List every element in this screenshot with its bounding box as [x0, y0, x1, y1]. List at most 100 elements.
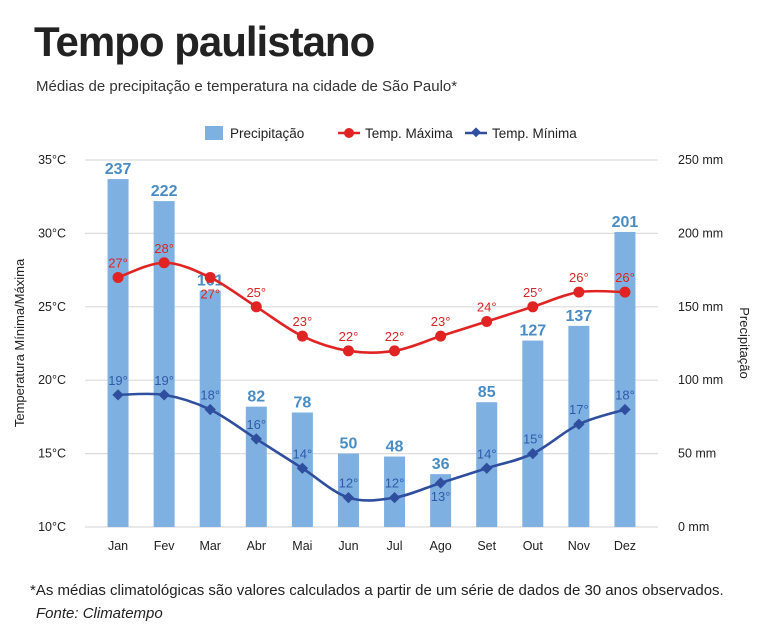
point-value-label: 17° — [569, 402, 589, 417]
bar-value-label: 137 — [566, 308, 593, 325]
marker-temp-minima — [342, 491, 355, 504]
point-value-label: 25° — [246, 285, 266, 300]
bar-precipitacao — [153, 201, 175, 527]
x-tick-label: Fev — [154, 539, 176, 553]
x-tick-label: Jan — [108, 539, 128, 553]
right-tick-label: 0 mm — [678, 520, 709, 534]
right-tick-label: 100 mm — [678, 373, 723, 387]
bar-precipitacao — [337, 453, 359, 527]
point-value-label: 24° — [477, 299, 497, 314]
bar-value-label: 36 — [432, 456, 450, 473]
marker-temp-maxima — [342, 345, 354, 357]
chart-title: Tempo paulistano — [34, 18, 375, 65]
point-value-label: 13° — [431, 489, 451, 504]
point-value-label: 12° — [339, 476, 359, 491]
x-tick-label: Mar — [199, 539, 221, 553]
point-value-label: 14° — [477, 446, 497, 461]
bar-precipitacao — [430, 474, 452, 527]
point-value-label: 27° — [108, 255, 128, 270]
point-value-label: 27° — [200, 286, 220, 301]
point-value-label: 26° — [569, 270, 589, 285]
right-axis-label: Precipitação — [737, 307, 752, 379]
left-tick-label: 30°C — [38, 226, 66, 240]
bar-value-label: 48 — [386, 439, 404, 456]
point-value-label: 28° — [154, 241, 174, 256]
x-tick-label: Jul — [387, 539, 403, 553]
x-tick-label: Out — [523, 539, 544, 553]
left-tick-label: 10°C — [38, 520, 66, 534]
point-value-label: 12° — [385, 476, 405, 491]
x-tick-label: Ago — [430, 539, 452, 553]
bar-value-label: 222 — [151, 183, 178, 200]
marker-temp-minima — [434, 477, 447, 489]
chart-subtitle: Médias de precipitação e temperatura na … — [36, 78, 458, 95]
marker-temp-minima — [481, 462, 493, 474]
marker-temp-maxima — [619, 286, 631, 298]
bar-precipitacao — [614, 231, 636, 527]
bar-precipitacao — [107, 179, 129, 528]
bar-value-label: 201 — [612, 214, 639, 231]
left-tick-label: 20°C — [38, 373, 66, 387]
left-axis-label: Temperatura Mínima/Máxima — [12, 258, 27, 427]
legend-label: Precipitação — [230, 126, 304, 141]
marker-temp-minima — [158, 389, 170, 401]
x-tick-label: Set — [477, 539, 496, 553]
point-value-label: 18° — [200, 388, 220, 403]
right-tick-label: 200 mm — [678, 226, 723, 240]
line-temp-minima — [118, 392, 626, 502]
right-tick-label: 50 mm — [678, 447, 716, 461]
marker-temp-maxima — [435, 330, 447, 342]
marker-temp-maxima — [250, 301, 262, 313]
left-tick-label: 25°C — [38, 300, 66, 314]
bar-value-label: 127 — [519, 323, 546, 340]
legend-swatch-precipitacao — [205, 126, 223, 140]
marker-temp-minima — [619, 403, 631, 416]
x-tick-label: Nov — [568, 539, 591, 553]
left-tick-label: 15°C — [38, 447, 66, 461]
marker-temp-maxima — [112, 271, 124, 283]
marker-temp-minima — [527, 447, 539, 460]
bar-value-label: 85 — [478, 384, 496, 401]
legend-label: Temp. Mínima — [492, 126, 577, 141]
point-value-label: 26° — [615, 270, 635, 285]
point-value-label: 18° — [615, 388, 635, 403]
marker-temp-maxima — [204, 271, 216, 283]
footnote: *As médias climatológicas são valores ca… — [30, 582, 724, 599]
point-value-label: 14° — [293, 446, 313, 461]
bar-value-label: 78 — [293, 394, 311, 411]
legend-marker-maxima — [344, 128, 354, 138]
bar-value-label: 82 — [247, 389, 265, 406]
marker-temp-maxima — [389, 345, 401, 357]
marker-temp-maxima — [573, 286, 585, 298]
line-temp-maxima — [117, 261, 625, 354]
point-value-label: 16° — [246, 417, 266, 432]
x-tick-label: Mai — [292, 539, 312, 553]
marker-temp-maxima — [481, 315, 493, 327]
source-note: Fonte: Climatempo — [36, 605, 163, 622]
marker-temp-minima — [204, 403, 216, 416]
point-value-label: 22° — [385, 329, 405, 344]
legend-label: Temp. Máxima — [365, 126, 453, 141]
x-tick-label: Abr — [247, 539, 266, 553]
marker-temp-minima — [296, 462, 309, 474]
point-value-label: 23° — [431, 314, 451, 329]
bar-precipitacao — [522, 340, 544, 527]
marker-temp-maxima — [527, 301, 539, 313]
bar-precipitacao — [384, 456, 406, 527]
left-tick-label: 35°C — [38, 153, 66, 167]
bar-value-label: 50 — [340, 436, 358, 453]
point-value-label: 15° — [523, 432, 543, 447]
legend-marker-minima — [471, 127, 481, 138]
marker-temp-maxima — [158, 257, 170, 269]
point-value-label: 25° — [523, 285, 543, 300]
right-tick-label: 150 mm — [678, 300, 723, 314]
point-value-label: 23° — [293, 314, 313, 329]
point-value-label: 22° — [339, 329, 359, 344]
right-tick-label: 250 mm — [678, 153, 723, 167]
point-value-label: 19° — [108, 373, 128, 388]
marker-temp-minima — [388, 491, 401, 504]
point-value-label: 19° — [154, 373, 174, 388]
marker-temp-minima — [573, 418, 585, 430]
x-tick-label: Dez — [614, 539, 636, 553]
